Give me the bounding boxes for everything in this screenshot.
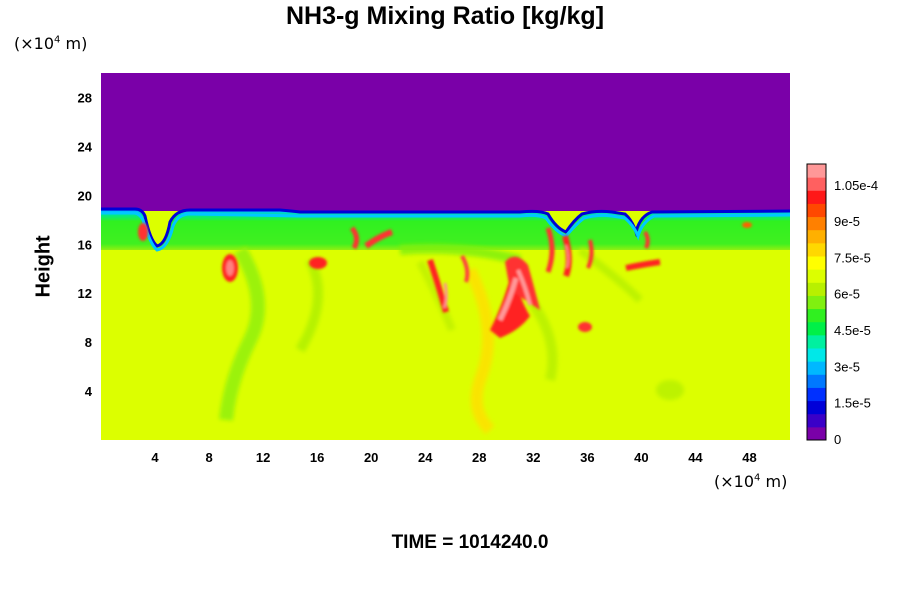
y-tick-label: 4 [85, 384, 93, 399]
colorbar-tick-label: 1.05e-4 [834, 178, 878, 193]
colorbar-tick-label: 1.5e-5 [834, 396, 871, 411]
colorbar-segment [807, 256, 826, 270]
colorbar-segment [807, 229, 826, 244]
colorbar-segment [807, 400, 826, 415]
colorbar-tick-labels: 0 1.5e-5 3e-5 4.5e-5 6e-5 7.5e-5 9e-5 1.05e-4 [834, 178, 878, 447]
x-tick-labels: 4 8 12 16 20 24 28 32 36 40 44 48 [151, 450, 756, 465]
colorbar-segment [807, 177, 826, 191]
colorbar-segment [807, 413, 826, 428]
colorbar-frame [806, 163, 827, 441]
colorbar-segment [807, 334, 826, 349]
y-axis-unit: (×104 m) [14, 34, 87, 53]
x-unit-exponent: 4 [754, 472, 761, 484]
colorbar-tick-label: 6e-5 [834, 287, 860, 302]
x-unit-tail: m) [760, 472, 788, 491]
y-tick-label: 12 [78, 286, 92, 301]
colorbar-segment [807, 164, 826, 178]
heatmap-field [101, 73, 790, 440]
x-tick-label: 24 [418, 450, 433, 465]
time-label: TIME = 1014240.0 [391, 532, 549, 553]
colorbar-tick-label: 4.5e-5 [834, 323, 871, 338]
y-unit-prefix: (×10 [14, 34, 55, 53]
colorbar-tick-label: 7.5e-5 [834, 250, 871, 265]
x-tick-label: 8 [205, 450, 212, 465]
x-axis-unit: (×104 m) [714, 472, 787, 491]
y-unit-exponent: 4 [54, 34, 61, 46]
colorbar-segment [807, 308, 826, 323]
y-tick-label: 8 [85, 335, 92, 350]
x-tick-label: 16 [310, 450, 324, 465]
y-tick-label: 20 [78, 188, 92, 203]
colorbar-segment [807, 242, 826, 257]
band-edge-blue [101, 207, 790, 248]
colorbar-segment [807, 269, 826, 283]
x-tick-label: 4 [151, 450, 159, 465]
high-concentration-patches [138, 222, 752, 338]
colorbar [806, 163, 827, 441]
colorbar-segment [807, 282, 826, 296]
colorbar-segment [807, 387, 826, 402]
chart-title: NH3-g Mixing Ratio [kg/kg] [285, 2, 605, 30]
region-upper [101, 73, 790, 211]
colorbar-segment [807, 348, 826, 362]
colorbar-segment [807, 216, 826, 231]
y-unit-tail: m) [60, 34, 88, 53]
colorbar-tick-label: 0 [834, 432, 841, 447]
x-tick-label: 20 [364, 450, 378, 465]
y-tick-label: 24 [78, 139, 93, 154]
x-tick-label: 28 [472, 450, 486, 465]
x-tick-label: 32 [526, 450, 540, 465]
x-tick-label: 40 [634, 450, 648, 465]
region-transition-band [101, 209, 790, 250]
band-edge-cyan [101, 211, 790, 252]
y-tick-labels: 4 8 12 16 20 24 28 [78, 90, 93, 399]
x-tick-label: 12 [256, 450, 270, 465]
x-tick-label: 36 [580, 450, 594, 465]
x-tick-label: 48 [742, 450, 756, 465]
colorbar-segment [807, 321, 826, 336]
colorbar-segment [807, 361, 826, 375]
colorbar-segment [807, 295, 826, 310]
y-tick-label: 28 [78, 90, 92, 105]
colorbar-segment [807, 190, 826, 204]
colorbar-tick-label: 9e-5 [834, 214, 860, 229]
x-tick-label: 44 [688, 450, 703, 465]
colorbar-segment [807, 203, 826, 218]
colorbar-segment [807, 374, 826, 388]
y-tick-label: 16 [78, 237, 92, 252]
colorbar-segment [807, 426, 826, 441]
x-unit-prefix: (×10 [714, 472, 755, 491]
colorbar-tick-label: 3e-5 [834, 359, 860, 374]
